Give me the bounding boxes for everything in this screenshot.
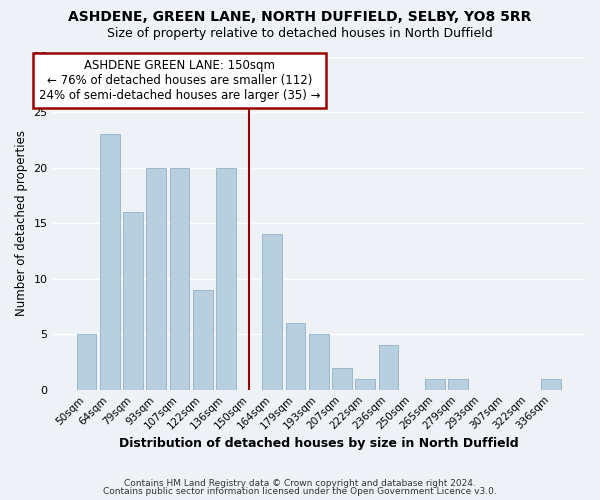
Bar xyxy=(448,378,468,390)
Bar xyxy=(170,168,190,390)
Y-axis label: Number of detached properties: Number of detached properties xyxy=(15,130,28,316)
Text: Contains public sector information licensed under the Open Government Licence v3: Contains public sector information licen… xyxy=(103,487,497,496)
Text: ASHDENE, GREEN LANE, NORTH DUFFIELD, SELBY, YO8 5RR: ASHDENE, GREEN LANE, NORTH DUFFIELD, SEL… xyxy=(68,10,532,24)
Text: Contains HM Land Registry data © Crown copyright and database right 2024.: Contains HM Land Registry data © Crown c… xyxy=(124,478,476,488)
Bar xyxy=(77,334,97,390)
Bar xyxy=(123,212,143,390)
Text: Size of property relative to detached houses in North Duffield: Size of property relative to detached ho… xyxy=(107,28,493,40)
Bar xyxy=(425,378,445,390)
Bar xyxy=(332,368,352,390)
Bar xyxy=(379,346,398,390)
Bar xyxy=(262,234,282,390)
Bar xyxy=(309,334,329,390)
Bar xyxy=(355,378,375,390)
Bar xyxy=(146,168,166,390)
Bar xyxy=(193,290,212,390)
Bar xyxy=(286,323,305,390)
X-axis label: Distribution of detached houses by size in North Duffield: Distribution of detached houses by size … xyxy=(119,437,518,450)
Text: ASHDENE GREEN LANE: 150sqm
← 76% of detached houses are smaller (112)
24% of sem: ASHDENE GREEN LANE: 150sqm ← 76% of deta… xyxy=(39,58,320,102)
Bar xyxy=(541,378,561,390)
Bar xyxy=(216,168,236,390)
Bar xyxy=(100,134,119,390)
